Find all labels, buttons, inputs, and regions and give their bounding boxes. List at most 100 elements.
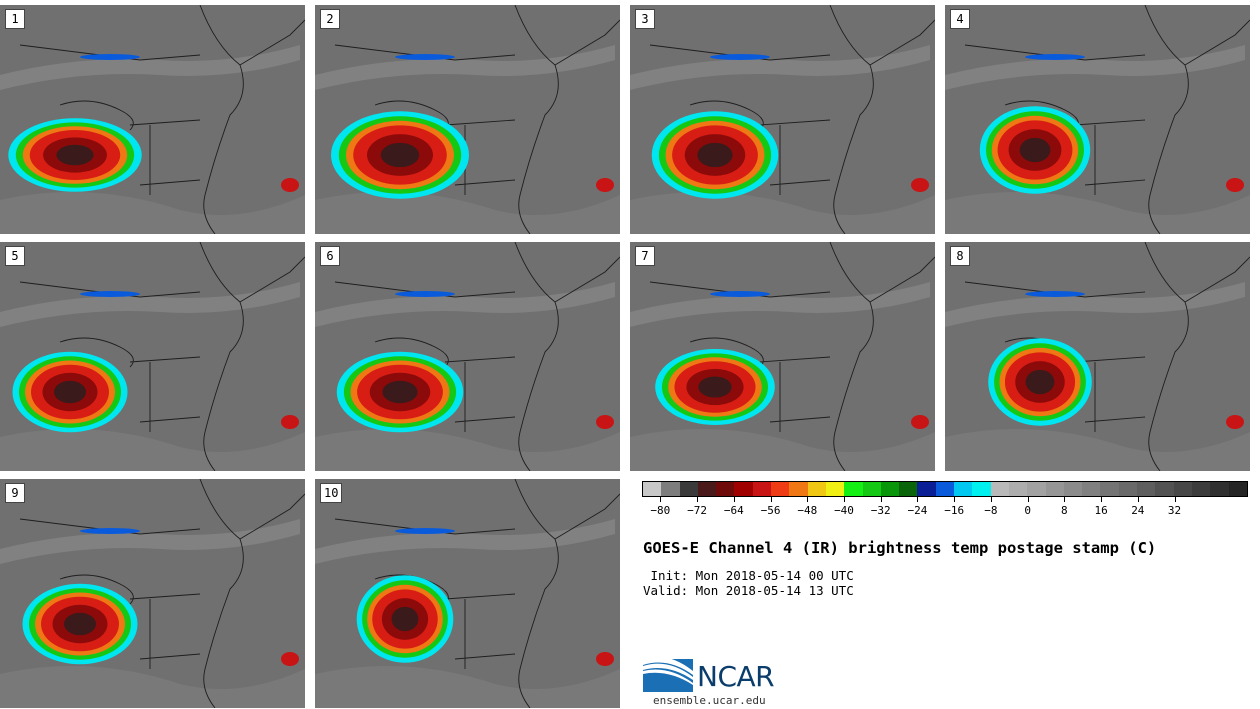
colorbar-tick: [880, 497, 882, 502]
colorbar-segment: [1191, 482, 1211, 496]
colorbar-segment: [844, 482, 863, 496]
satellite-map: [630, 5, 935, 234]
colorbar-tick-label: 16: [1094, 504, 1108, 517]
colorbar-segment: [862, 482, 881, 496]
colorbar-segment: [1027, 482, 1046, 496]
init-time: Init: Mon 2018-05-14 00 UTC: [643, 568, 854, 583]
colorbar-tick: [1064, 497, 1066, 502]
satellite-map: [315, 479, 620, 708]
colorbar-tick: [1137, 497, 1139, 502]
panel-number: 10: [320, 483, 343, 503]
colorbar-tick-label: −80: [650, 504, 671, 517]
colorbar-tick-label: −72: [687, 504, 708, 517]
ncar-url: ensemble.ucar.edu: [653, 694, 766, 707]
colorbar-segment: [1137, 482, 1156, 496]
colorbar-tick-label: −24: [907, 504, 928, 517]
map-panel-1: 1: [0, 5, 305, 234]
colorbar-tick-label: −32: [870, 504, 891, 517]
colorbar-segment: [1173, 482, 1192, 496]
ncar-logo-text: NCAR: [697, 660, 775, 693]
colorbar-segment: [825, 482, 845, 496]
colorbar-tick: [990, 497, 992, 502]
map-panel-9: 9: [0, 479, 305, 708]
panel-number: 5: [5, 246, 25, 266]
satellite-map: [0, 479, 305, 708]
colorbar-segment: [917, 482, 936, 496]
colorbar-segment: [899, 482, 918, 496]
panel-number: 7: [635, 246, 655, 266]
satellite-map: [315, 242, 620, 471]
map-panel-4: 4: [945, 5, 1250, 234]
colorbar-segment: [716, 482, 735, 496]
colorbar-segment: [972, 482, 991, 496]
colorbar-segment: [697, 482, 717, 496]
map-panel-2: 2: [315, 5, 620, 234]
map-panel-7: 7: [630, 242, 935, 471]
colorbar-segment: [661, 482, 680, 496]
map-panel-3: 3: [630, 5, 935, 234]
colorbar-tick: [917, 497, 919, 502]
colorbar-segment: [771, 482, 790, 496]
colorbar-segment: [643, 482, 662, 496]
panel-number: 9: [5, 483, 25, 503]
colorbar-tick-label: 0: [1024, 504, 1031, 517]
colorbar-ticks: −80 −72 −64 −56 −48 −40 −32 −24 −16 −8 0 8 16 24 32: [642, 497, 1248, 521]
colorbar-segment: [935, 482, 955, 496]
ncar-logo-icon: [643, 656, 693, 692]
colorbar-segment: [1155, 482, 1174, 496]
colorbar-segment: [1063, 482, 1083, 496]
colorbar-tick-label: −16: [944, 504, 965, 517]
colorbar-segment: [1100, 482, 1119, 496]
map-panel-6: 6: [315, 242, 620, 471]
map-panel-8: 8: [945, 242, 1250, 471]
colorbar-segment: [1228, 482, 1247, 496]
colorbar-segment: [990, 482, 1009, 496]
panel-number: 1: [5, 9, 25, 29]
colorbar-tick-label: −56: [760, 504, 781, 517]
page-title: GOES-E Channel 4 (IR) brightness temp po…: [643, 539, 1157, 557]
panel-number: 8: [950, 246, 970, 266]
colorbar-segment: [1210, 482, 1229, 496]
colorbar-tick: [697, 497, 699, 502]
satellite-map: [630, 242, 935, 471]
colorbar-segment: [1045, 482, 1064, 496]
map-panel-10: 10: [315, 479, 620, 708]
colorbar-tick: [733, 497, 735, 502]
colorbar-tick-label: −8: [984, 504, 998, 517]
colorbar-segment: [880, 482, 900, 496]
colorbar-segment: [752, 482, 772, 496]
colorbar-segment: [807, 482, 826, 496]
colorbar-tick: [844, 497, 845, 502]
colorbar-tick-label: 24: [1131, 504, 1145, 517]
colorbar-tick: [660, 497, 662, 502]
colorbar-segment: [679, 482, 698, 496]
colorbar-segment: [1082, 482, 1101, 496]
colorbar-tick: [954, 497, 956, 502]
satellite-map: [0, 242, 305, 471]
panel-number: 3: [635, 9, 655, 29]
colorbar-tick: [807, 497, 809, 502]
satellite-map: [315, 5, 620, 234]
panel-number: 2: [320, 9, 340, 29]
colorbar-tick: [1101, 497, 1103, 502]
satellite-map: [945, 5, 1250, 234]
valid-time: Valid: Mon 2018-05-14 13 UTC: [643, 583, 854, 598]
colorbar-segment: [1008, 482, 1028, 496]
colorbar-tick: [1027, 497, 1029, 502]
colorbar-segment: [789, 482, 808, 496]
colorbar: [642, 481, 1248, 497]
map-panel-5: 5: [0, 242, 305, 471]
colorbar-segment: [1118, 482, 1138, 496]
satellite-map: [0, 5, 305, 234]
panel-number: 4: [950, 9, 970, 29]
panel-number: 6: [320, 246, 340, 266]
colorbar-tick-label: 32: [1167, 504, 1182, 517]
colorbar-tick-label: −48: [797, 504, 818, 517]
colorbar-segment: [734, 482, 753, 496]
colorbar-tick: [1174, 497, 1176, 502]
colorbar-tick-label: −64: [723, 504, 744, 517]
colorbar-tick-label: −40: [834, 504, 854, 517]
satellite-map: [945, 242, 1250, 471]
colorbar-tick: [770, 497, 772, 502]
colorbar-segment: [954, 482, 973, 496]
